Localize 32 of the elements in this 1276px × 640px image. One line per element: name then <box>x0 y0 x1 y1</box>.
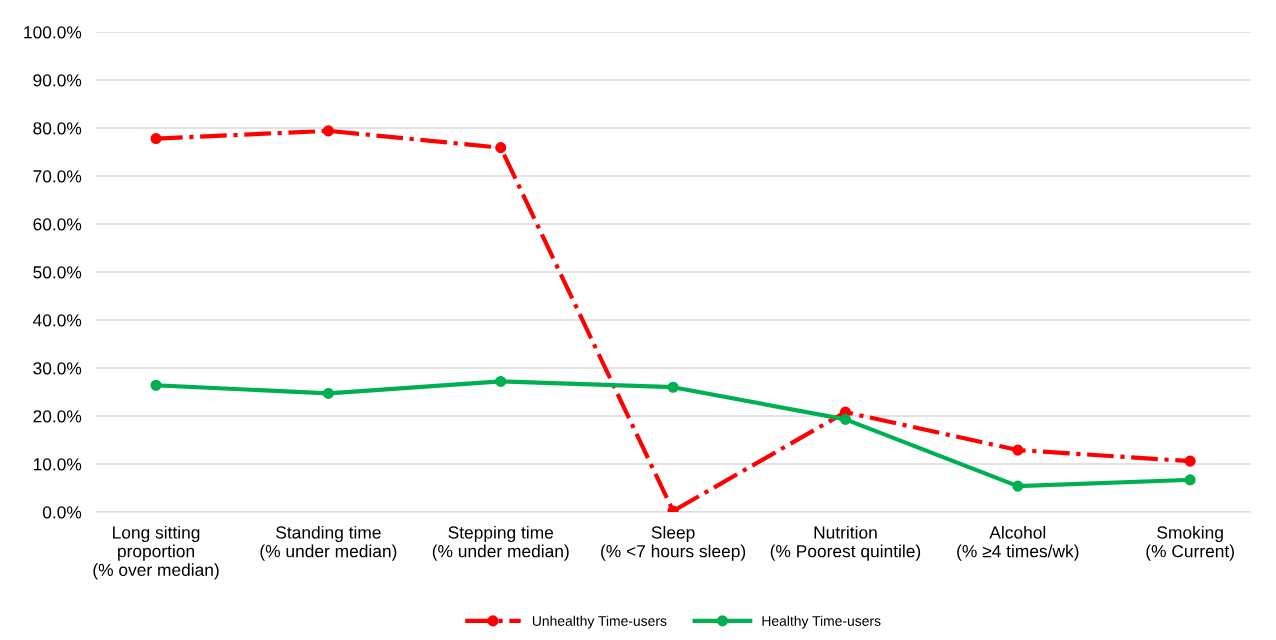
y-tick-label: 10.0% <box>33 458 82 471</box>
y-tick-label: 0.0% <box>42 506 82 519</box>
y-tick-label: 20.0% <box>33 410 82 423</box>
y-tick-label: 100.0% <box>24 26 82 39</box>
x-tick-label: Long sitting proportion (% over median) <box>93 525 219 580</box>
point <box>839 413 852 425</box>
x-tick-label: Alcohol (% ≥4 times/wk) <box>957 525 1079 561</box>
x-tick-label: Stepping time (% under median) <box>432 525 569 561</box>
legend-label: Unhealthy Time-users <box>532 615 667 629</box>
x-tick-label: Standing time (% under median) <box>260 525 397 561</box>
point <box>495 142 507 154</box>
point <box>150 379 162 391</box>
point <box>495 375 507 387</box>
y-tick-label: 80.0% <box>33 122 82 135</box>
point <box>1184 474 1196 486</box>
point <box>1012 480 1024 492</box>
point <box>1012 444 1024 456</box>
y-tick-label: 50.0% <box>33 266 82 279</box>
y-tick-label: 90.0% <box>33 74 82 87</box>
x-tick-label: Nutrition (% Poorest quintile) <box>770 525 921 561</box>
point <box>1184 455 1196 467</box>
y-tick-label: 40.0% <box>32 314 82 327</box>
x-tick-label: Smoking (% Current) <box>1146 525 1234 561</box>
y-tick-label: 60.0% <box>33 218 82 231</box>
point <box>322 387 334 399</box>
point <box>667 381 679 393</box>
y-tick-label: 30.0% <box>33 362 82 375</box>
point <box>322 125 334 137</box>
y-tick-label: 70.0% <box>33 170 82 183</box>
x-tick-label: Sleep (% <7 hours sleep) <box>601 525 746 561</box>
point <box>150 133 162 145</box>
legend-label: Healthy Time-users <box>762 615 881 629</box>
